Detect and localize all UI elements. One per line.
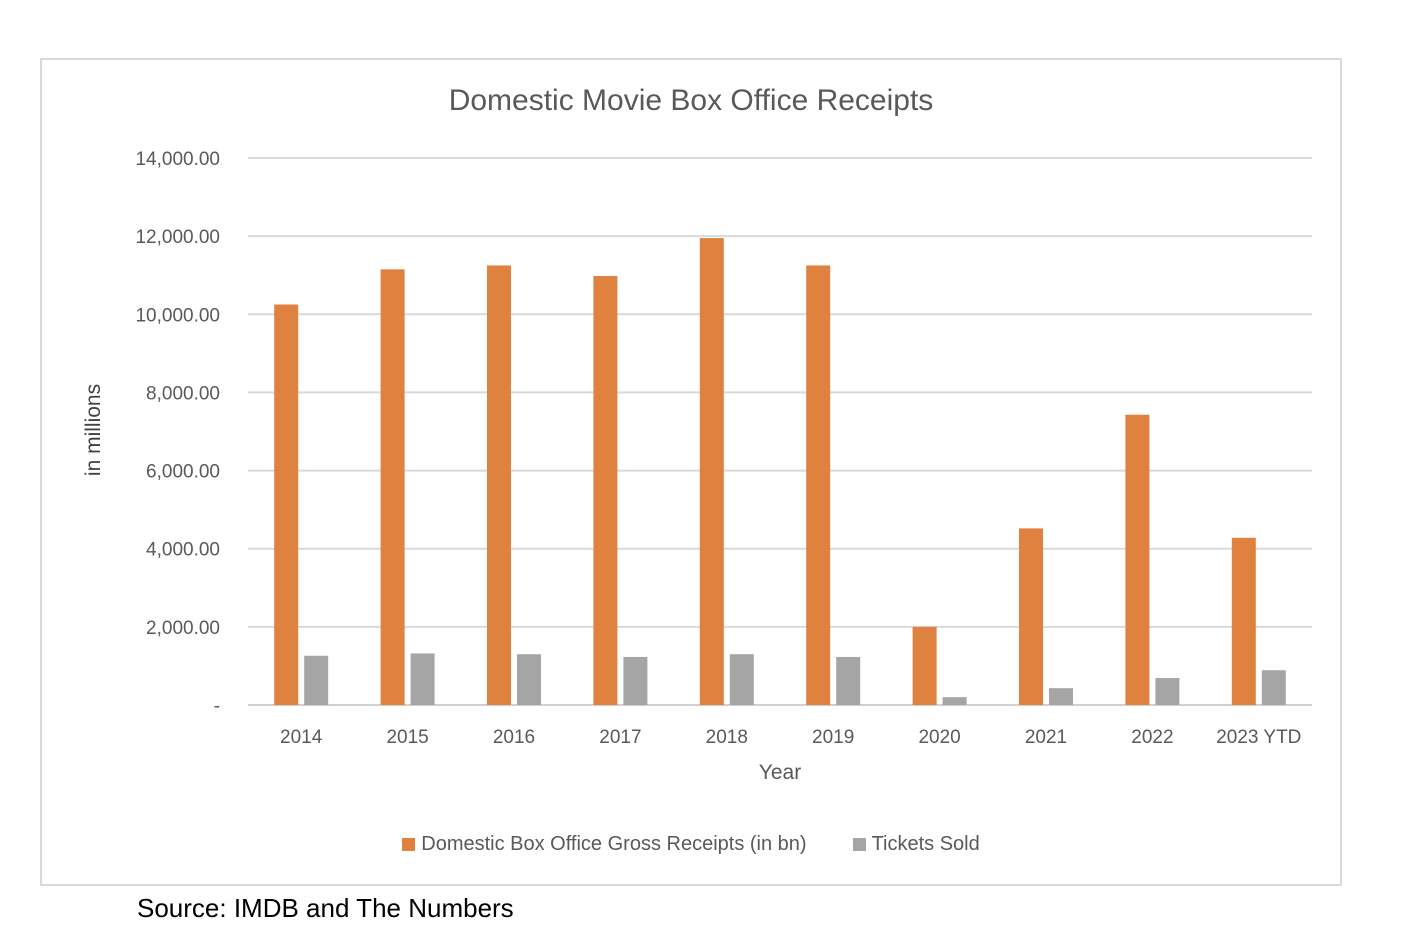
bar-receipts — [593, 275, 618, 705]
bar-receipts — [380, 269, 405, 705]
bar-tickets-sold — [410, 653, 435, 705]
bar-receipts — [1125, 414, 1150, 705]
x-tick-label: 2019 — [812, 727, 854, 748]
y-tick-label: 10,000.00 — [135, 305, 220, 326]
y-tick-label: 14,000.00 — [135, 149, 220, 170]
x-tick-label: 2016 — [493, 727, 535, 748]
x-tick-label: 2021 — [1025, 727, 1067, 748]
y-tick-label: 12,000.00 — [135, 227, 220, 248]
x-tick-label: 2014 — [280, 727, 323, 748]
legend-swatch-receipts — [402, 838, 416, 851]
x-tick-label: 2023 YTD — [1216, 727, 1301, 748]
x-axis-ticks: 2014 2015 2016 2017 2018 2019 2020 2021 2022 2023… — [280, 727, 1301, 748]
legend-item-tickets: Tickets Sold — [852, 833, 980, 856]
bar-tickets-sold — [729, 654, 754, 705]
y-axis-ticks: - 2,000.00 4,000.00 6,000.00 8,000.00 10,000.… — [135, 149, 220, 717]
bar-receipts — [806, 265, 831, 705]
bar-tickets-sold — [517, 654, 541, 705]
bar-tickets-sold — [1155, 678, 1180, 705]
legend-label-tickets: Tickets Sold — [871, 833, 980, 855]
x-tick-label: 2022 — [1131, 727, 1173, 748]
bar-receipts — [487, 265, 511, 705]
gridlines — [248, 157, 1312, 706]
x-tick-label: 2015 — [386, 727, 428, 748]
legend-item-receipts: Domestic Box Office Gross Receipts (in b… — [402, 833, 807, 856]
legend-swatch-tickets — [852, 838, 866, 851]
bar-tickets-sold — [623, 656, 648, 705]
bar-tickets-sold — [304, 655, 329, 705]
bar-receipts — [1231, 537, 1256, 705]
bar-receipts — [912, 626, 937, 705]
x-tick-label: 2020 — [918, 727, 960, 748]
x-tick-label: 2018 — [706, 727, 748, 748]
bar-tickets-sold — [942, 697, 967, 705]
y-tick-label: - — [214, 696, 220, 717]
x-tick-label: 2017 — [599, 727, 641, 748]
y-tick-label: 8,000.00 — [146, 383, 220, 404]
bar-tickets-sold — [836, 656, 861, 705]
bar-receipts — [1019, 528, 1043, 705]
y-axis-label: in millions — [82, 383, 105, 477]
bar-receipts — [274, 304, 299, 705]
bar-receipts — [699, 238, 724, 705]
y-tick-label: 2,000.00 — [146, 618, 220, 639]
chart-frame — [40, 58, 1342, 886]
legend-label-receipts: Domestic Box Office Gross Receipts (in b… — [421, 833, 807, 855]
chart-title: Domestic Movie Box Office Receipts — [448, 84, 934, 117]
y-tick-label: 4,000.00 — [146, 540, 220, 561]
bars — [274, 238, 1286, 705]
x-axis-label: Year — [758, 761, 802, 784]
bar-tickets-sold — [1049, 688, 1073, 705]
y-tick-label: 6,000.00 — [146, 462, 220, 483]
bar-tickets-sold — [1261, 670, 1286, 705]
legend: Domestic Box Office Gross Receipts (in b… — [40, 833, 1342, 856]
source-note: Source: IMDB and The Numbers — [137, 893, 514, 923]
